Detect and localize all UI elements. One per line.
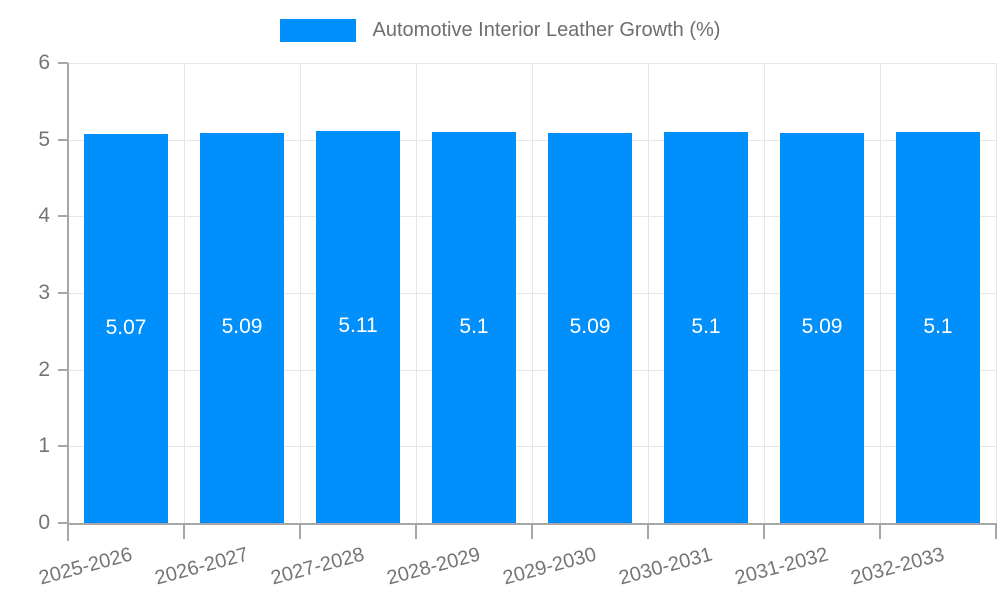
bar-value-label: 5.11 (338, 314, 378, 337)
gridline-v (184, 63, 185, 523)
x-axis-line (67, 523, 996, 525)
x-tick (647, 523, 649, 539)
x-tick (415, 523, 417, 539)
bar-value-label: 5.1 (691, 315, 721, 338)
y-tick (58, 369, 68, 371)
gridline-v (416, 63, 417, 523)
x-tick (763, 523, 765, 539)
gridline-v (764, 63, 765, 523)
gridline-v (996, 63, 997, 523)
y-tick-label: 5 (38, 128, 50, 151)
gridline-v (300, 63, 301, 523)
y-tick-label: 0 (38, 511, 50, 534)
gridline-v (880, 63, 881, 523)
bar[interactable] (200, 133, 284, 523)
gridline-v (532, 63, 533, 523)
legend-label: Automotive Interior Leather Growth (%) (372, 19, 721, 41)
bar[interactable] (664, 132, 748, 523)
bar-value-label: 5.07 (105, 316, 147, 339)
x-tick (531, 523, 533, 539)
bar[interactable] (84, 134, 168, 523)
bar[interactable] (896, 132, 980, 523)
y-tick-label: 1 (38, 434, 50, 457)
y-tick (58, 445, 68, 447)
bar-value-label: 5.09 (221, 315, 263, 338)
bar-value-label: 5.1 (923, 315, 953, 338)
y-tick (58, 292, 68, 294)
y-tick-label: 2 (38, 358, 50, 381)
y-tick-label: 6 (38, 51, 50, 74)
y-tick (58, 139, 68, 141)
x-tick (299, 523, 301, 539)
bar[interactable] (316, 131, 400, 523)
y-tick (58, 522, 68, 524)
bar[interactable] (780, 133, 864, 523)
y-tick (58, 215, 68, 217)
bar[interactable] (548, 133, 632, 523)
legend-swatch (279, 19, 356, 42)
legend[interactable]: Automotive Interior Leather Growth (%) (0, 19, 1000, 42)
x-tick (183, 523, 185, 539)
y-tick-label: 3 (38, 281, 50, 304)
x-tick (995, 523, 997, 539)
y-tick-label: 4 (38, 204, 50, 227)
gridline-v (648, 63, 649, 523)
bar-value-label: 5.1 (459, 315, 489, 338)
x-tick (879, 523, 881, 539)
y-tick (58, 62, 68, 64)
y-axis-line (67, 63, 69, 541)
bar-value-label: 5.09 (801, 315, 843, 338)
bar[interactable] (432, 132, 516, 523)
bar-value-label: 5.09 (569, 315, 611, 338)
